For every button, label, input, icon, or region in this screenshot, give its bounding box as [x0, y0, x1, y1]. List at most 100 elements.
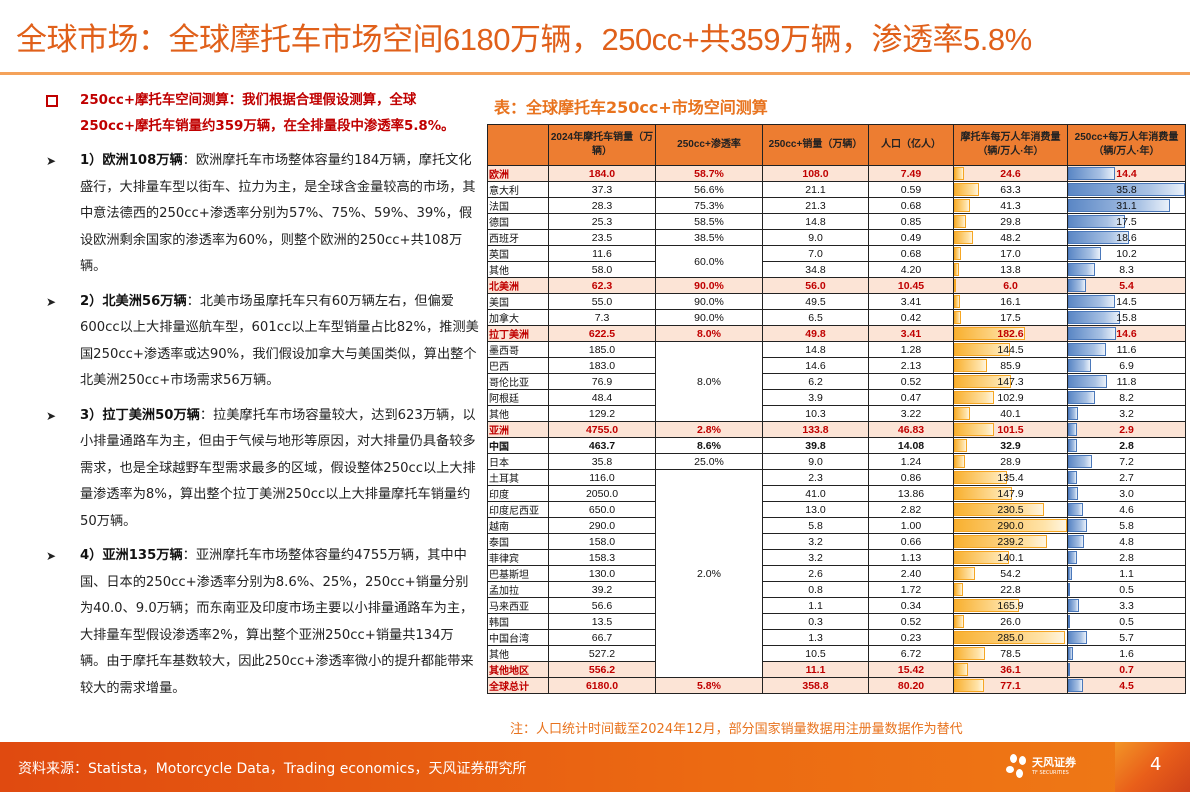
cell-250cc-sales-value: 10.3 — [805, 407, 826, 420]
cell-per-capita-250cc: 15.8 — [1067, 309, 1186, 326]
cell-250cc-sales-value: 21.1 — [805, 183, 826, 196]
cell-per-capita-250cc: 14.6 — [1067, 325, 1186, 342]
table-row: 北美洲 62.3 90.0% 56.0 10.45 6.0 5.4 — [487, 277, 1186, 294]
cell-population-value: 15.42 — [897, 663, 925, 676]
cell-per-capita-250cc: 14.5 — [1067, 293, 1186, 310]
cell-population: 1.00 — [868, 517, 954, 534]
cell-sales: 56.6 — [548, 597, 656, 614]
data-bar-orange — [954, 679, 985, 692]
cell-250cc-sales-value: 14.8 — [805, 343, 826, 356]
cell-per-capita-250cc: 18.6 — [1067, 229, 1186, 246]
table-row: 中国台湾 66.7 1.3 0.23 285.0 5.7 — [487, 629, 1186, 646]
cell-sales-value: 55.0 — [591, 295, 613, 308]
data-bar-blue — [1068, 663, 1071, 676]
cell-population-value: 14.08 — [897, 439, 925, 452]
cell-region: 其他 — [487, 645, 549, 662]
cell-per-capita-value: 101.5 — [997, 423, 1024, 436]
cell-per-capita: 147.9 — [953, 485, 1068, 502]
cell-250cc-sales-value: 56.0 — [805, 279, 826, 292]
cell-sales: 158.3 — [548, 549, 656, 566]
data-bar-orange — [954, 583, 963, 596]
cell-population: 1.28 — [868, 341, 954, 358]
cell-region: 亚洲 — [487, 421, 549, 438]
cell-per-capita-250cc: 31.1 — [1067, 197, 1186, 214]
cell-per-capita-value: 285.0 — [997, 631, 1024, 644]
data-bar-orange — [954, 167, 964, 180]
cell-per-capita: 285.0 — [953, 629, 1068, 646]
cell-per-capita-value: 230.5 — [997, 503, 1024, 516]
cell-region: 巴基斯坦 — [487, 565, 549, 582]
cell-population-value: 0.23 — [900, 631, 922, 644]
cell-population-value: 0.86 — [900, 471, 922, 484]
bullet-asia: ➤ 4）亚洲135万辆：亚洲摩托车市场整体容量约4755万辆，其中中国、日本的2… — [40, 543, 480, 702]
cell-penetration-value: 2.8% — [697, 423, 721, 436]
cell-region: 中国台湾 — [487, 629, 549, 646]
cell-sales: 622.5 — [548, 325, 656, 342]
cell-sales: 25.3 — [548, 213, 656, 230]
data-bar-blue — [1068, 183, 1185, 196]
cell-region: 英国 — [487, 245, 549, 262]
cell-per-capita-250cc-value: 10.2 — [1116, 247, 1137, 260]
header-region — [487, 124, 549, 166]
table-row: 日本 35.8 25.0% 9.0 1.24 28.9 7.2 — [487, 453, 1186, 470]
cell-per-capita-250cc: 5.4 — [1067, 277, 1186, 294]
cell-250cc-sales: 3.2 — [762, 549, 869, 566]
cell-population-value: 2.82 — [900, 503, 922, 516]
cell-250cc-sales-value: 21.3 — [805, 199, 826, 212]
data-bar-orange — [954, 567, 976, 580]
cell-penetration: 58.7% — [655, 165, 763, 182]
data-bar-orange — [954, 487, 1012, 500]
data-bar-orange — [954, 327, 1026, 340]
cell-250cc-sales-value: 3.2 — [808, 535, 823, 548]
cell-penetration: 56.6% — [655, 181, 763, 198]
cell-250cc-sales-value: 7.0 — [808, 247, 823, 260]
cell-250cc-sales-value: 34.8 — [805, 263, 826, 276]
cell-region-value: 亚洲 — [489, 426, 509, 437]
data-bar-orange — [954, 391, 995, 404]
data-bar-blue — [1068, 583, 1070, 596]
cell-region-value: 阿根廷 — [489, 394, 519, 405]
cell-population: 1.72 — [868, 581, 954, 598]
data-bar-orange — [954, 471, 1007, 484]
bullet-text: ：北美市场虽摩托车只有60万辆左右，但偏爱600cc以上大排量巡航车型，601c… — [80, 293, 479, 389]
cell-per-capita: 140.1 — [953, 549, 1068, 566]
cell-region: 拉丁美洲 — [487, 325, 549, 342]
cell-population: 0.47 — [868, 389, 954, 406]
cell-per-capita-250cc: 2.7 — [1067, 469, 1186, 486]
data-bar-orange — [954, 375, 1012, 388]
header-sales: 2024年摩托车销量（万辆） — [548, 124, 656, 166]
cell-per-capita: 26.0 — [953, 613, 1068, 630]
cell-region-value: 越南 — [489, 522, 509, 533]
cell-per-capita: 165.9 — [953, 597, 1068, 614]
cell-sales-value: 184.0 — [588, 167, 616, 180]
data-bar-orange — [954, 199, 971, 212]
cell-population-value: 0.34 — [900, 599, 922, 612]
table-row: 菲律宾 158.3 3.2 1.13 140.1 2.8 — [487, 549, 1186, 566]
cell-region: 加拿大 — [487, 309, 549, 326]
cell-penetration-value: 8.0% — [697, 375, 721, 388]
market-table: 2024年摩托车销量（万辆） 250cc+渗透率 250cc+销量（万辆） 人口… — [487, 124, 1186, 694]
title-divider — [0, 72, 1190, 75]
cell-per-capita-250cc: 4.6 — [1067, 501, 1186, 518]
cell-population-value: 0.49 — [900, 231, 922, 244]
cell-per-capita-value: 78.5 — [1000, 647, 1021, 660]
cell-250cc-sales-value: 133.8 — [802, 423, 829, 436]
cell-region-value: 其他 — [489, 650, 509, 661]
bullet-latin-america: ➤ 3）拉丁美洲50万辆：拉美摩托车市场容量较大，达到623万辆，以小排量通路车… — [40, 403, 480, 536]
cell-250cc-sales: 3.9 — [762, 389, 869, 406]
cell-per-capita-value: 77.1 — [1000, 679, 1021, 692]
cell-population: 2.13 — [868, 357, 954, 374]
cell-per-capita-250cc-value: 5.7 — [1119, 631, 1134, 644]
cell-per-capita: 22.8 — [953, 581, 1068, 598]
cell-per-capita-value: 135.4 — [997, 471, 1024, 484]
cell-penetration: 8.0% — [655, 325, 763, 342]
cell-region-value: 印度尼西亚 — [489, 506, 539, 517]
cell-per-capita-value: 63.3 — [1000, 183, 1021, 196]
cell-per-capita-250cc-value: 2.9 — [1119, 423, 1134, 436]
cell-region-value: 北美洲 — [489, 282, 519, 293]
cell-population: 6.72 — [868, 645, 954, 662]
cell-250cc-sales-value: 49.8 — [805, 327, 826, 340]
cell-region: 阿根廷 — [487, 389, 549, 406]
cell-sales: 116.0 — [548, 469, 656, 486]
cell-population: 10.45 — [868, 277, 954, 294]
